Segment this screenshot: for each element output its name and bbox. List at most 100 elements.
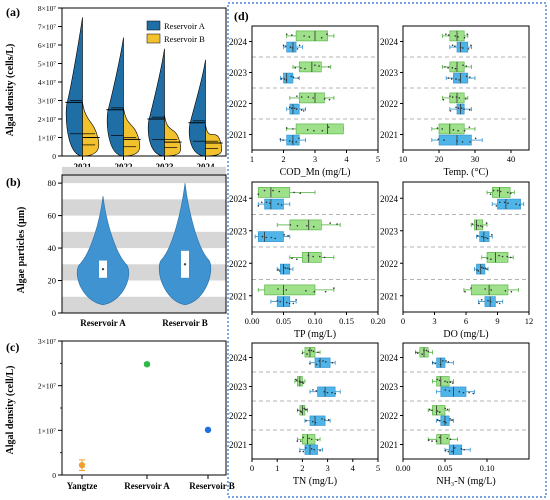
box-blue (283, 72, 294, 84)
box-blue-point (315, 390, 318, 392)
box-green-point (272, 189, 274, 192)
year-label: 2024 (229, 194, 248, 204)
box-green-point (307, 96, 310, 98)
box-blue-point (470, 44, 472, 47)
box-green-point (306, 353, 308, 355)
panel-b: (b) Algae particles (μm) 0 20 40 60 80 Reserv… (6, 166, 227, 328)
box-green-point (490, 289, 493, 291)
box-green-point (475, 224, 478, 226)
year-label: 2023 (380, 226, 399, 236)
box-blue-point (331, 361, 334, 364)
box-green-point (300, 411, 303, 413)
xtick-label: 5 (376, 154, 380, 164)
legend-swatch-reservoir-b (146, 33, 161, 44)
box-green-point (465, 65, 468, 67)
box-blue-point (515, 203, 517, 205)
box-blue (286, 41, 297, 53)
panel-a-ytick-label: 4×10⁷ (38, 78, 56, 87)
box-blue-point (496, 301, 498, 304)
year-label: 2024 (380, 194, 399, 204)
year-label: 2021 (380, 291, 398, 301)
box-blue-point (469, 76, 471, 78)
violin-reservoir-a (65, 17, 83, 157)
box-green (491, 187, 511, 198)
box-green-point (333, 287, 335, 289)
box-blue-point (486, 237, 489, 240)
year-label: 2021 (229, 440, 247, 450)
xtick-label: 0.00 (245, 316, 260, 326)
panel-b-grid-band (62, 199, 226, 216)
box-green-point (313, 129, 315, 132)
box-blue-point (459, 46, 462, 48)
box-plot-axes (251, 342, 379, 460)
box-blue-point (432, 361, 434, 364)
box-green-point (299, 440, 302, 442)
year-label: 2022 (380, 99, 398, 109)
box-green-point (296, 225, 299, 227)
panel-a-ytick-label: 0 (52, 152, 56, 161)
year-label: 2022 (229, 99, 247, 109)
box-green-point (305, 290, 307, 292)
box-blue-point (291, 47, 294, 49)
box-green-point (446, 437, 449, 440)
scatter-point (143, 361, 151, 368)
box-blue-point (288, 106, 291, 109)
box-green-point (293, 191, 295, 194)
box-green-point (312, 225, 315, 228)
box-green (302, 434, 316, 445)
panel-d-label: (d) (234, 9, 249, 23)
box-blue-point (449, 110, 452, 112)
panel-a-ylabel: Algal density (cells/L) (5, 44, 16, 137)
xtick-label: 0 (401, 316, 405, 326)
box-blue-point (499, 201, 501, 204)
box-green-point (444, 407, 447, 410)
box-blue-point (288, 140, 291, 142)
box-green (436, 376, 450, 387)
panel-b-ytick-label: 80 (48, 178, 57, 188)
box-green (470, 284, 509, 296)
box-green-point (257, 193, 260, 195)
box-blue-point (434, 362, 436, 365)
violin-median (101, 267, 105, 271)
box-blue (317, 386, 336, 397)
box-blue-point (274, 237, 277, 240)
box-blue-point (442, 360, 444, 362)
box-plot-xlabel: COD_Mn (mg/L) (280, 167, 351, 178)
box-green-point (318, 255, 321, 258)
panel-b-ytick-label: 20 (48, 276, 57, 286)
box-blue-point (304, 447, 307, 449)
box-green-point (452, 129, 455, 131)
violin-reservoir-b (164, 115, 182, 157)
box-green-point (296, 379, 298, 382)
box-green-point (498, 254, 500, 257)
box-blue-point (283, 234, 286, 236)
box-green-point (481, 225, 484, 228)
box-green (298, 92, 325, 104)
box-plot-axes (402, 342, 530, 460)
panel-c-xtick-label: Yangtze (67, 481, 98, 491)
box-blue-point (279, 138, 282, 140)
box-blue-point (450, 78, 453, 80)
box-blue-point (518, 204, 521, 206)
box-blue (438, 134, 472, 146)
box-blue-point (463, 448, 465, 451)
box-blue-point (277, 203, 279, 205)
box-blue-point (269, 202, 271, 204)
box-green-point (496, 189, 499, 192)
box-green-point (423, 349, 425, 352)
year-label: 2023 (380, 382, 399, 392)
box-blue-point (451, 44, 454, 47)
box-green (298, 61, 322, 73)
box-blue-point (285, 79, 288, 81)
box-blue-point (290, 107, 293, 109)
box-green-point (291, 34, 293, 36)
box-blue-point (310, 448, 313, 450)
box-green-point (285, 33, 288, 35)
box-blue-point (322, 360, 324, 362)
box-blue (264, 198, 284, 210)
xtick-label: 3 (313, 154, 317, 164)
xtick-label: 0.20 (371, 316, 386, 326)
year-label: 2023 (229, 382, 248, 392)
box-blue-point (280, 78, 283, 80)
xtick-label: 0.15 (339, 316, 354, 326)
